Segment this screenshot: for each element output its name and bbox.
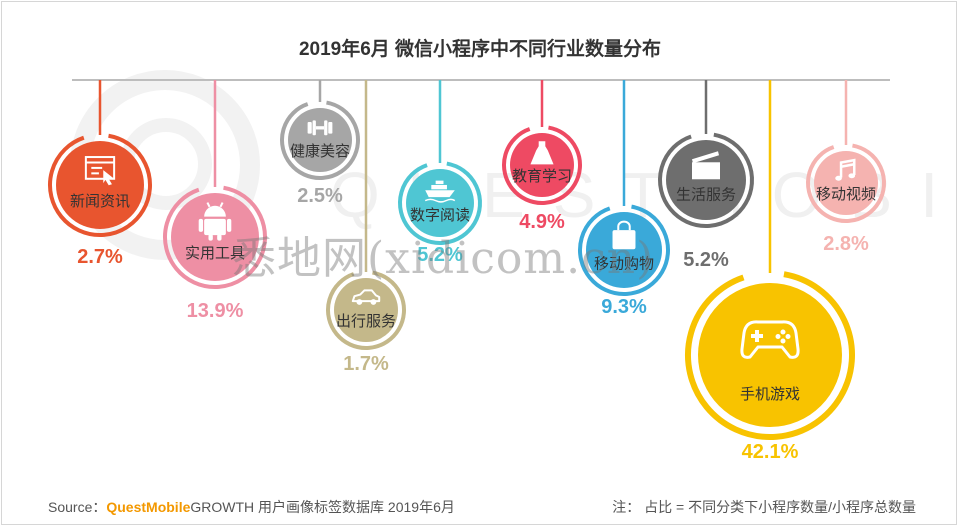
category-label: 出行服务 <box>336 313 396 330</box>
bubble-ring <box>502 125 582 205</box>
bubble-slice <box>406 169 474 237</box>
car-icon <box>351 289 381 305</box>
music-note-icon <box>835 158 856 181</box>
category-label: 教育学习 <box>512 168 572 185</box>
bubble-slice <box>666 140 746 220</box>
shopping-bag-icon <box>612 220 636 250</box>
value-label: 2.8% <box>823 233 869 255</box>
value-label: 2.7% <box>77 246 123 268</box>
bubble-group: 新闻资讯 2.7% 实用工具 13.9% 健康美容 2.5% 出行服务 1.7% 数字阅读 5.2… <box>48 80 886 463</box>
value-label: 5.2% <box>417 244 463 266</box>
bubble-ring <box>326 270 406 350</box>
source-prefix: Source： <box>48 499 107 515</box>
chart-title: 2019年6月 微信小程序中不同行业数量分布 <box>298 39 662 60</box>
bubble-slice <box>814 151 878 215</box>
bubble-slice <box>334 278 398 342</box>
source-suffix: GROWTH 用户画像标签数据库 2019年6月 <box>190 499 455 515</box>
value-label: 13.9% <box>187 300 244 322</box>
overlay-watermark: 悉地网(xidicom.cn) <box>232 233 655 284</box>
footer-note: 注： 占比 = 不同分类下小程序数量/小程序总数量 <box>612 499 916 515</box>
bubble-slice <box>510 133 574 197</box>
value-label: 1.7% <box>343 353 389 375</box>
category-label: 生活服务 <box>676 186 736 203</box>
value-label: 9.3% <box>601 296 647 318</box>
footer-source: Source：QuestMobileGROWTH 用户画像标签数据库 2019年… <box>48 497 455 517</box>
value-label: 5.2% <box>683 249 729 271</box>
bubble-slice <box>698 283 842 427</box>
category-label: 移动购物 <box>594 255 654 272</box>
category-label: 数字阅读 <box>410 207 470 224</box>
ship-icon <box>424 180 456 203</box>
category-label: 实用工具 <box>185 245 245 262</box>
bubble-slice <box>56 141 144 229</box>
category-label: 新闻资讯 <box>70 193 130 210</box>
gamepad-icon <box>740 320 800 359</box>
bubble-ring <box>685 271 855 440</box>
value-label: 2.5% <box>297 185 343 207</box>
bubble-ring <box>578 204 670 296</box>
category-label: 移动视频 <box>816 186 876 203</box>
bubble-ring <box>280 100 360 180</box>
category-label: 手机游戏 <box>740 386 800 403</box>
source-brand: QuestMobile <box>106 499 191 515</box>
bubble-ring <box>398 161 482 245</box>
dumbbell-icon <box>307 120 333 136</box>
bubble-ring <box>163 185 267 289</box>
bubble-slice <box>288 108 352 172</box>
dress-icon <box>530 141 554 165</box>
value-label: 42.1% <box>742 441 799 463</box>
bubble-ring <box>806 143 886 223</box>
bubble-slice <box>171 193 259 281</box>
bubble-ring <box>48 133 152 237</box>
clapperboard-icon <box>692 151 720 180</box>
android-robot-icon <box>198 202 232 241</box>
news-browser-icon <box>84 156 116 186</box>
bubble-ring <box>658 132 754 228</box>
bubble-slice <box>586 212 662 288</box>
value-label: 4.9% <box>519 211 565 233</box>
category-label: 健康美容 <box>290 143 350 160</box>
